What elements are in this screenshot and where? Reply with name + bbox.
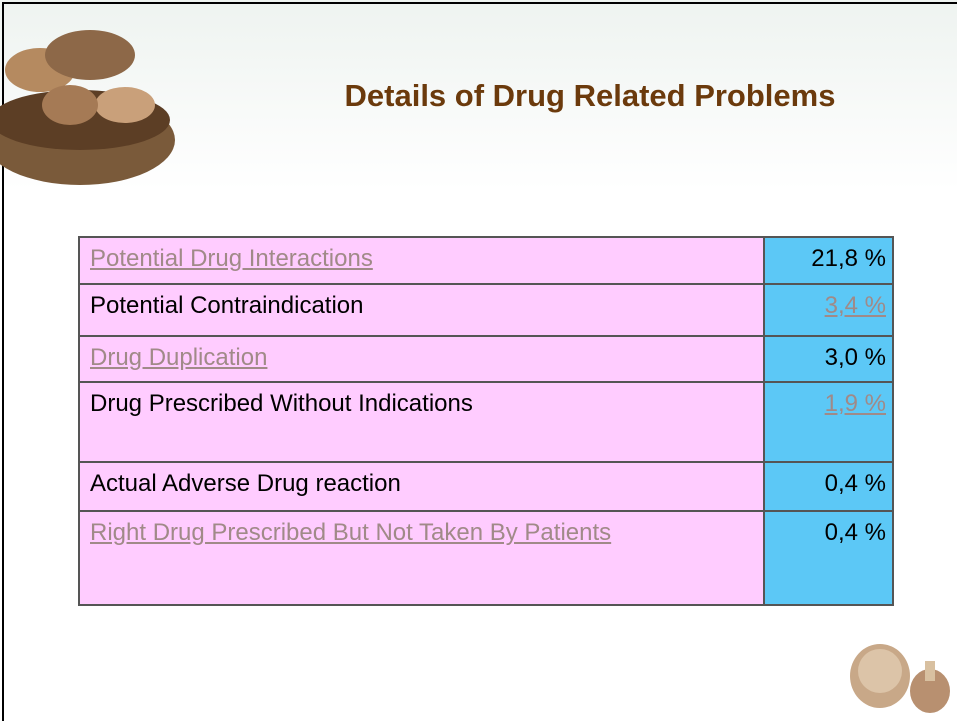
percent-cell: 3,0 % — [764, 336, 893, 382]
problem-cell: Drug Prescribed Without Indications — [79, 382, 764, 462]
table-row: Drug Duplication 3,0 % — [79, 336, 893, 382]
percent-cell: 21,8 % — [764, 237, 893, 284]
problem-cell: Actual Adverse Drug reaction — [79, 462, 764, 511]
table-row: Drug Prescribed Without Indications 1,9 … — [79, 382, 893, 462]
percent-cell: 0,4 % — [764, 462, 893, 511]
problem-cell: Potential Contraindication — [79, 284, 764, 336]
problems-table: Potential Drug Interactions 21,8 % Poten… — [78, 236, 894, 606]
problem-text: Potential Contraindication — [90, 292, 364, 319]
slide: Details of Drug Related Problems Potenti… — [0, 0, 957, 721]
table-row: Potential Drug Interactions 21,8 % — [79, 237, 893, 284]
problem-text: Actual Adverse Drug reaction — [90, 470, 401, 497]
table-row: Potential Contraindication 3,4 % — [79, 284, 893, 336]
problem-cell: Right Drug Prescribed But Not Taken By P… — [79, 511, 764, 605]
percent-text: 0,4 % — [825, 519, 886, 546]
problem-link[interactable]: Drug Duplication — [90, 344, 267, 371]
table-row: Actual Adverse Drug reaction 0,4 % — [79, 462, 893, 511]
problem-text: Drug Prescribed Without Indications — [90, 390, 473, 417]
slide-title: Details of Drug Related Problems — [230, 78, 950, 114]
problem-link[interactable]: Potential Drug Interactions — [90, 245, 373, 272]
mushroom-decoration — [845, 631, 955, 721]
percent-text: 0,4 % — [825, 470, 886, 497]
percent-link[interactable]: 3,4 % — [825, 292, 886, 319]
problem-link[interactable]: Right Drug Prescribed But Not Taken By P… — [90, 518, 690, 548]
percent-link[interactable]: 1,9 % — [825, 390, 886, 417]
percent-text: 21,8 % — [811, 245, 886, 272]
percent-text: 3,0 % — [825, 344, 886, 371]
problem-cell: Drug Duplication — [79, 336, 764, 382]
table-row: Right Drug Prescribed But Not Taken By P… — [79, 511, 893, 605]
problem-cell: Potential Drug Interactions — [79, 237, 764, 284]
percent-cell: 3,4 % — [764, 284, 893, 336]
percent-cell: 0,4 % — [764, 511, 893, 605]
mushroom-decoration — [0, 0, 200, 190]
percent-cell: 1,9 % — [764, 382, 893, 462]
